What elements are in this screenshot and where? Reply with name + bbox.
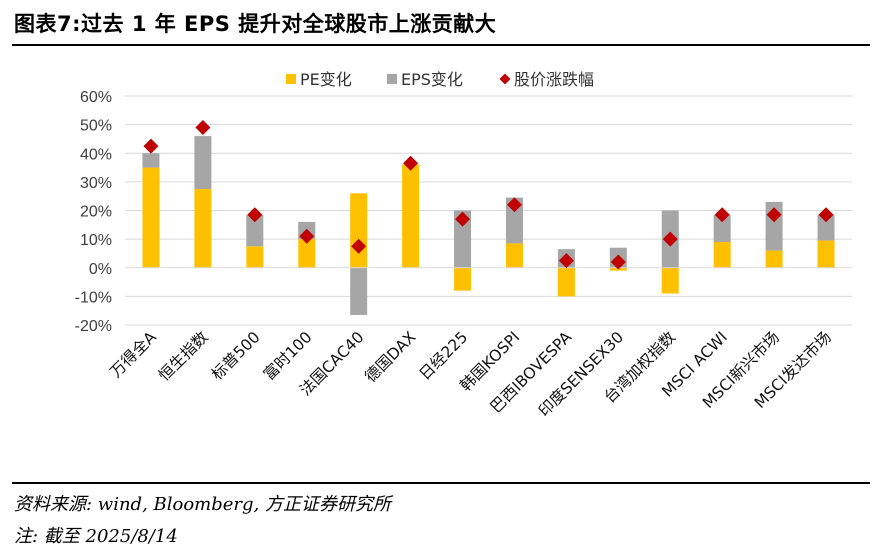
y-tick-label: 0% [89,261,112,278]
pe-bar [661,267,679,294]
eps-bar [142,153,160,168]
eps-bar [350,267,368,315]
pe-bar [817,240,835,268]
y-tick-label: 30% [80,175,112,192]
bars [142,136,835,315]
pe-bar [298,239,316,268]
price-marker [558,253,574,269]
pe-bar [557,267,575,297]
x-tick-label: 恒生指数 [155,328,212,385]
pe-bar [194,189,212,268]
legend: PE变化 EPS变化 股价涨跌幅 [286,70,594,89]
source-text: 资料来源: wind, Bloomberg, 方正证券研究所 [14,494,391,515]
eps-bar [454,210,472,268]
price-markers [143,119,834,270]
legend-label: 股价涨跌幅 [514,70,594,89]
pe-bar [505,243,523,268]
pe-bar [402,164,420,268]
price-marker [195,119,211,135]
title-rule [12,44,870,46]
price-marker [766,207,782,223]
y-axis-ticks: -20% -10% 0% 10% 20% 30% 40% 50% 60% [75,89,112,335]
legend-swatch [387,74,397,84]
y-tick-label: -10% [75,289,112,306]
price-marker [714,207,730,223]
legend-swatch [499,73,511,85]
price-marker [662,231,678,247]
pe-bar [246,246,264,268]
x-tick-label: 万得全A [107,328,160,381]
pe-bar [713,241,731,268]
y-tick-label: 60% [80,89,112,106]
y-tick-label: 40% [80,146,112,163]
eps-bar [505,197,523,244]
pe-bar [765,250,783,268]
legend-eps: EPS变化 [387,70,463,89]
pe-bar [350,193,368,268]
figure-title: 图表7:过去 1 年 EPS 提升对全球股市上涨贡献大 [14,12,497,36]
price-marker [351,238,367,254]
price-marker [455,211,471,227]
x-tick-label: 德国DAX [362,328,420,386]
eps-bar [713,214,731,242]
y-tick-label: 20% [80,204,112,221]
x-tick-label: 标普500 [208,328,264,384]
gridlines [125,95,852,326]
legend-price: 股价涨跌幅 [499,70,594,89]
eps-bar [246,214,264,247]
y-tick-label: -20% [75,318,112,335]
price-marker [247,207,263,223]
footer-rule [12,482,870,484]
pe-bar [142,167,160,268]
price-marker [610,254,626,270]
price-marker [818,207,834,223]
eps-bar [817,214,835,241]
chart-canvas: -20% -10% 0% 10% 20% 30% 40% 50% 60% 万得全A恒生指数标普5… [75,70,852,420]
legend-label: PE变化 [300,70,352,89]
x-axis-labels: 万得全A恒生指数标普500富时100法国CAC40德国DAX日经225韩国KOS… [107,328,835,420]
legend-pe: PE变化 [286,70,352,89]
price-marker [143,138,159,154]
legend-label: EPS变化 [401,70,463,89]
legend-swatch [286,74,296,84]
y-tick-label: 10% [80,232,112,249]
eps-bar [194,136,212,190]
price-marker [506,197,522,213]
pe-bar [454,267,472,291]
note-text: 注: 截至 2025/8/14 [14,526,178,547]
y-tick-label: 50% [80,118,112,135]
price-marker [299,228,315,244]
price-marker [403,155,419,171]
